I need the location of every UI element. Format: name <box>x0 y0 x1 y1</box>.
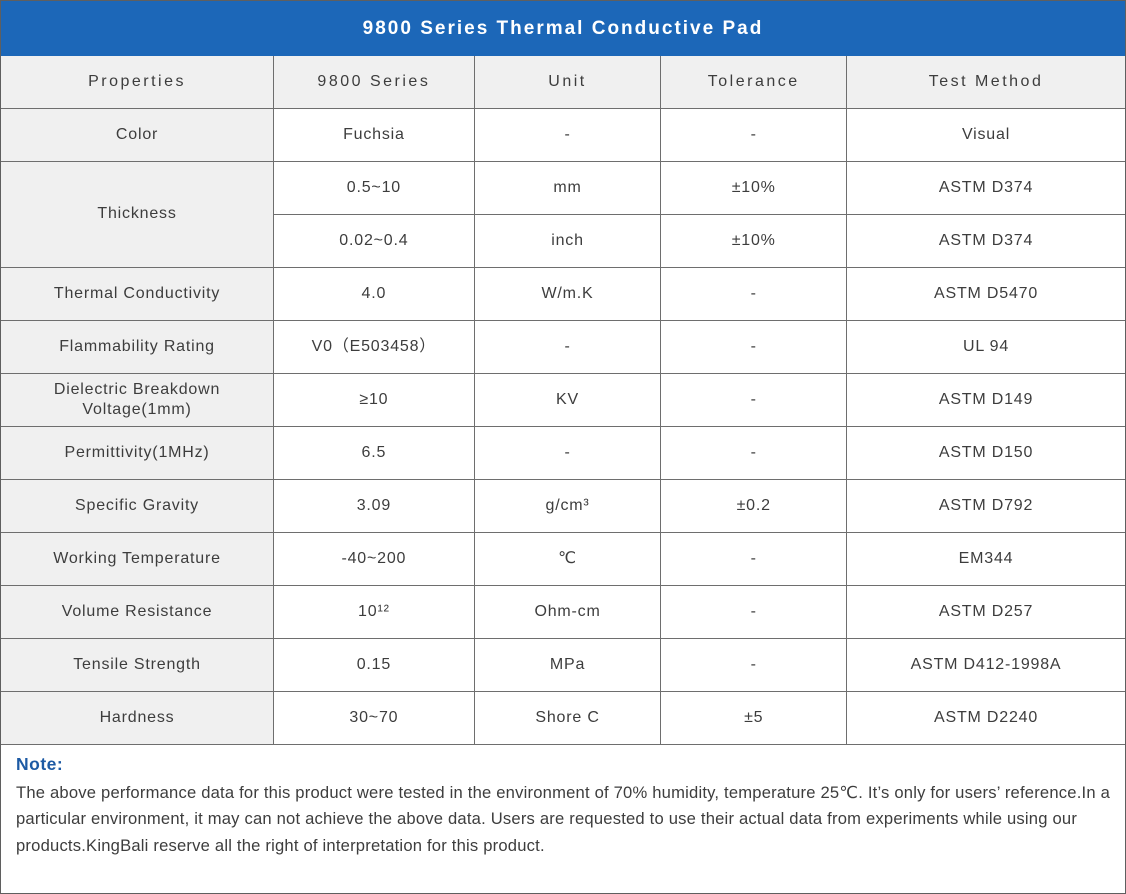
column-header-test-method: Test Method <box>846 56 1125 109</box>
spec-table: Properties 9800 Series Unit Tolerance Test M… <box>1 56 1125 745</box>
table-row: Thermal Conductivity 4.0 W/m.K - ASTM D5470 <box>1 266 1125 321</box>
value-cell: UL 94 <box>846 319 1125 374</box>
value-cell: - <box>660 584 848 639</box>
value-cell: ASTM D374 <box>846 213 1125 268</box>
note-label: Note: <box>16 753 64 774</box>
property-cell: Color <box>1 107 275 162</box>
value-cell: 0.15 <box>273 637 475 692</box>
value-cell: 6.5 <box>273 425 475 480</box>
table-row: Specific Gravity 3.09 g/cm³ ±0.2 ASTM D792 <box>1 478 1125 533</box>
value-cell: Ohm-cm <box>473 584 662 639</box>
value-cell: inch <box>473 213 662 268</box>
column-header-properties: Properties <box>1 56 275 109</box>
column-header-9800-series: 9800 Series <box>273 56 475 109</box>
value-cell: MPa <box>473 637 662 692</box>
table-body: Color Fuchsia - - Visual Thickness 0.5~10 mm ±10… <box>1 107 1125 745</box>
property-cell: Volume Resistance <box>1 584 275 639</box>
value-cell: ASTM D412-1998A <box>846 637 1125 692</box>
value-cell: - <box>473 107 662 162</box>
value-cell: 10¹² <box>273 584 475 639</box>
header-row: Properties 9800 Series Unit Tolerance Test M… <box>1 56 1125 109</box>
value-cell: - <box>660 531 848 586</box>
property-cell: Specific Gravity <box>1 478 275 533</box>
value-cell: ASTM D792 <box>846 478 1125 533</box>
value-cell: - <box>660 107 848 162</box>
value-cell: - <box>660 425 848 480</box>
column-header-unit: Unit <box>473 56 662 109</box>
table-row: Tensile Strength 0.15 MPa - ASTM D412-1998A <box>1 637 1125 692</box>
value-cell: 3.09 <box>273 478 475 533</box>
value-cell: mm <box>473 160 662 215</box>
property-cell: Dielectric Breakdown Voltage(1mm) <box>1 372 275 427</box>
value-cell: ℃ <box>473 531 662 586</box>
column-header-tolerance: Tolerance <box>660 56 848 109</box>
value-cell: Shore C <box>473 690 662 745</box>
value-cell: - <box>660 372 848 427</box>
property-cell: Tensile Strength <box>1 637 275 692</box>
property-cell: Thermal Conductivity <box>1 266 275 321</box>
value-cell: KV <box>473 372 662 427</box>
property-cell: Flammability Rating <box>1 319 275 374</box>
property-cell: Hardness <box>1 690 275 745</box>
value-cell: V0（E503458） <box>273 319 475 374</box>
value-cell: 30~70 <box>273 690 475 745</box>
table-row: Flammability Rating V0（E503458） - - UL 94 <box>1 319 1125 374</box>
page-title: 9800 Series Thermal Conductive Pad <box>1 1 1125 56</box>
value-cell: - <box>660 266 848 321</box>
value-cell: ASTM D2240 <box>846 690 1125 745</box>
table-row: Dielectric Breakdown Voltage(1mm) ≥10 KV - A… <box>1 372 1125 427</box>
property-cell: Permittivity(1MHz) <box>1 425 275 480</box>
value-cell: ±10% <box>660 213 848 268</box>
value-cell: g/cm³ <box>473 478 662 533</box>
value-cell: 0.02~0.4 <box>273 213 475 268</box>
value-cell: ASTM D5470 <box>846 266 1125 321</box>
value-cell: EM344 <box>846 531 1125 586</box>
value-cell: - <box>473 319 662 374</box>
value-cell: ASTM D257 <box>846 584 1125 639</box>
value-cell: 0.5~10 <box>273 160 475 215</box>
value-cell: Fuchsia <box>273 107 475 162</box>
note-text: The above performance data for this prod… <box>16 782 1111 855</box>
value-cell: ±0.2 <box>660 478 848 533</box>
value-cell: ASTM D149 <box>846 372 1125 427</box>
value-cell: - <box>660 637 848 692</box>
table-row: Volume Resistance 10¹² Ohm-cm - ASTM D257 <box>1 584 1125 639</box>
value-cell: - <box>660 319 848 374</box>
value-cell: Visual <box>846 107 1125 162</box>
note-section: Note: The above performance data for thi… <box>1 745 1125 894</box>
table-row: Color Fuchsia - - Visual <box>1 107 1125 162</box>
table-row: Thickness 0.5~10 mm ±10% ASTM D374 <box>1 160 1125 268</box>
table-row: Hardness 30~70 Shore C ±5 ASTM D2240 <box>1 690 1125 745</box>
value-cell: ASTM D150 <box>846 425 1125 480</box>
value-cell: -40~200 <box>273 531 475 586</box>
value-cell: ±10% <box>660 160 848 215</box>
value-cell: ≥10 <box>273 372 475 427</box>
value-cell: W/m.K <box>473 266 662 321</box>
value-cell: ASTM D374 <box>846 160 1125 215</box>
property-cell: Working Temperature <box>1 531 275 586</box>
value-cell: 4.0 <box>273 266 475 321</box>
table-row: Permittivity(1MHz) 6.5- - ASTM D150 <box>1 425 1125 480</box>
table-row: Working Temperature -40~200 ℃ - EM344 <box>1 531 1125 586</box>
value-cell: - <box>473 425 662 480</box>
property-cell: Thickness <box>1 160 275 268</box>
value-cell: ±5 <box>660 690 848 745</box>
